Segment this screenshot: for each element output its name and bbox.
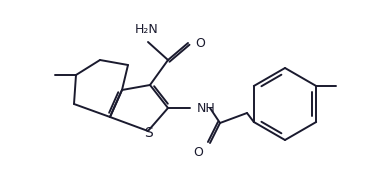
Text: O: O — [195, 36, 205, 50]
Text: S: S — [145, 126, 153, 140]
Text: H₂N: H₂N — [135, 23, 159, 36]
Text: O: O — [193, 146, 203, 159]
Text: NH: NH — [197, 102, 216, 114]
